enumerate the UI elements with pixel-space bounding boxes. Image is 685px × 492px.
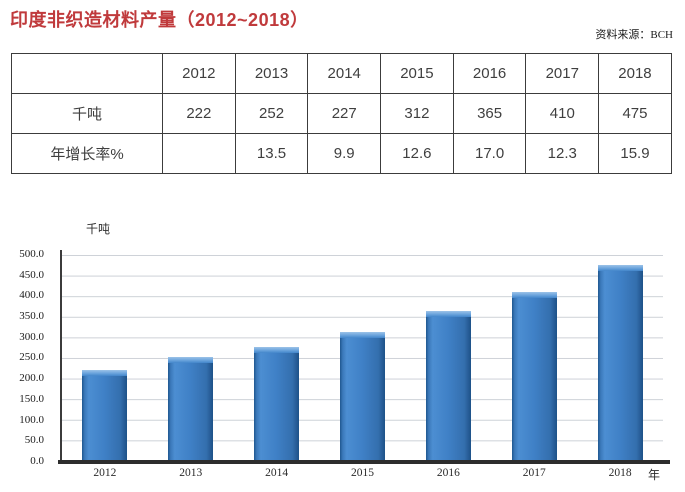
x-axis-unit: 年 — [648, 468, 661, 482]
x-tick: 2012 — [93, 467, 117, 479]
x-tick: 2017 — [522, 467, 546, 479]
bar — [425, 310, 471, 461]
row-label: 千吨 — [11, 93, 163, 134]
table-header-cell: 2017 — [525, 53, 600, 94]
bar — [82, 369, 128, 461]
table-cell: 12.6 — [380, 133, 454, 174]
y-tick: 350.0 — [19, 310, 44, 323]
bar — [168, 357, 214, 461]
bar — [254, 346, 300, 461]
x-tick: 2014 — [265, 467, 289, 479]
source-note: 资料来源：BCH — [595, 29, 673, 41]
table-cell: 475 — [598, 93, 672, 134]
table-cell: 15.9 — [598, 133, 672, 174]
y-tick: 200.0 — [19, 372, 44, 385]
bar-slot — [62, 255, 148, 461]
table-cell: 12.3 — [525, 133, 600, 174]
y-tick: 100.0 — [19, 413, 44, 426]
table-row-growth-rate: 年增长率% 13.5 9.9 12.6 17.0 12.3 15.9 — [11, 133, 672, 174]
x-tick: 2016 — [436, 467, 460, 479]
x-tick: 2018 — [608, 467, 632, 479]
row-label: 年增长率% — [11, 133, 163, 174]
table-header-cell: 2014 — [307, 53, 382, 94]
table-cell — [162, 133, 236, 174]
y-axis-line — [60, 250, 62, 462]
bar-slot — [491, 255, 577, 461]
table-header-cell: 2018 — [598, 53, 672, 94]
table-cell: 410 — [525, 93, 600, 134]
table-cell: 222 — [162, 93, 236, 134]
bar-slot — [148, 255, 234, 461]
table-cell: 365 — [452, 93, 527, 134]
y-tick: 500.0 — [19, 248, 44, 260]
bar-slot — [320, 255, 406, 461]
page-title: 印度非织造材料产量（2012~2018） — [10, 10, 309, 30]
table-header-cell: 2015 — [380, 53, 454, 94]
x-axis-tick-labels: 2012 2013 2014 2015 2016 2017 2018 — [62, 467, 663, 479]
table-header-cell: 2013 — [234, 53, 309, 94]
y-tick: 300.0 — [19, 330, 44, 343]
y-axis-title: 千吨 — [86, 222, 111, 236]
y-tick: 0.0 — [30, 454, 44, 467]
table-cell: 9.9 — [307, 133, 382, 174]
x-tick: 2015 — [351, 467, 374, 479]
table-cell: 252 — [234, 93, 309, 134]
y-tick: 250.0 — [19, 351, 44, 364]
bar — [511, 292, 557, 461]
x-tick: 2013 — [179, 467, 203, 479]
table-header-cell: 2016 — [452, 53, 527, 94]
y-tick: 450.0 — [19, 268, 44, 281]
bar-slot — [577, 255, 663, 461]
y-axis-tick-labels: 500.0 450.0 400.0 350.0 300.0 250.0 200.… — [0, 248, 44, 468]
y-tick: 400.0 — [19, 289, 44, 302]
table-row-production: 千吨 222 252 227 312 365 410 475 — [11, 93, 672, 134]
table-cell: 312 — [380, 93, 454, 134]
table-header-row: 2012 2013 2014 2015 2016 2017 2018 — [11, 53, 672, 94]
production-table: 2012 2013 2014 2015 2016 2017 2018 千吨 22… — [11, 53, 672, 174]
y-tick: 150.0 — [19, 392, 44, 405]
table-header-cell: 2012 — [162, 53, 236, 94]
plot-area — [62, 255, 663, 461]
table-cell: 13.5 — [234, 133, 309, 174]
x-axis-line — [58, 460, 670, 464]
bar-slot — [234, 255, 320, 461]
table-cell: 17.0 — [452, 133, 527, 174]
table-cell: 227 — [307, 93, 382, 134]
bar — [597, 265, 643, 461]
bar — [340, 332, 385, 461]
y-tick: 50.0 — [24, 434, 44, 447]
bar-slot — [405, 255, 491, 461]
table-header-cell — [11, 53, 163, 94]
